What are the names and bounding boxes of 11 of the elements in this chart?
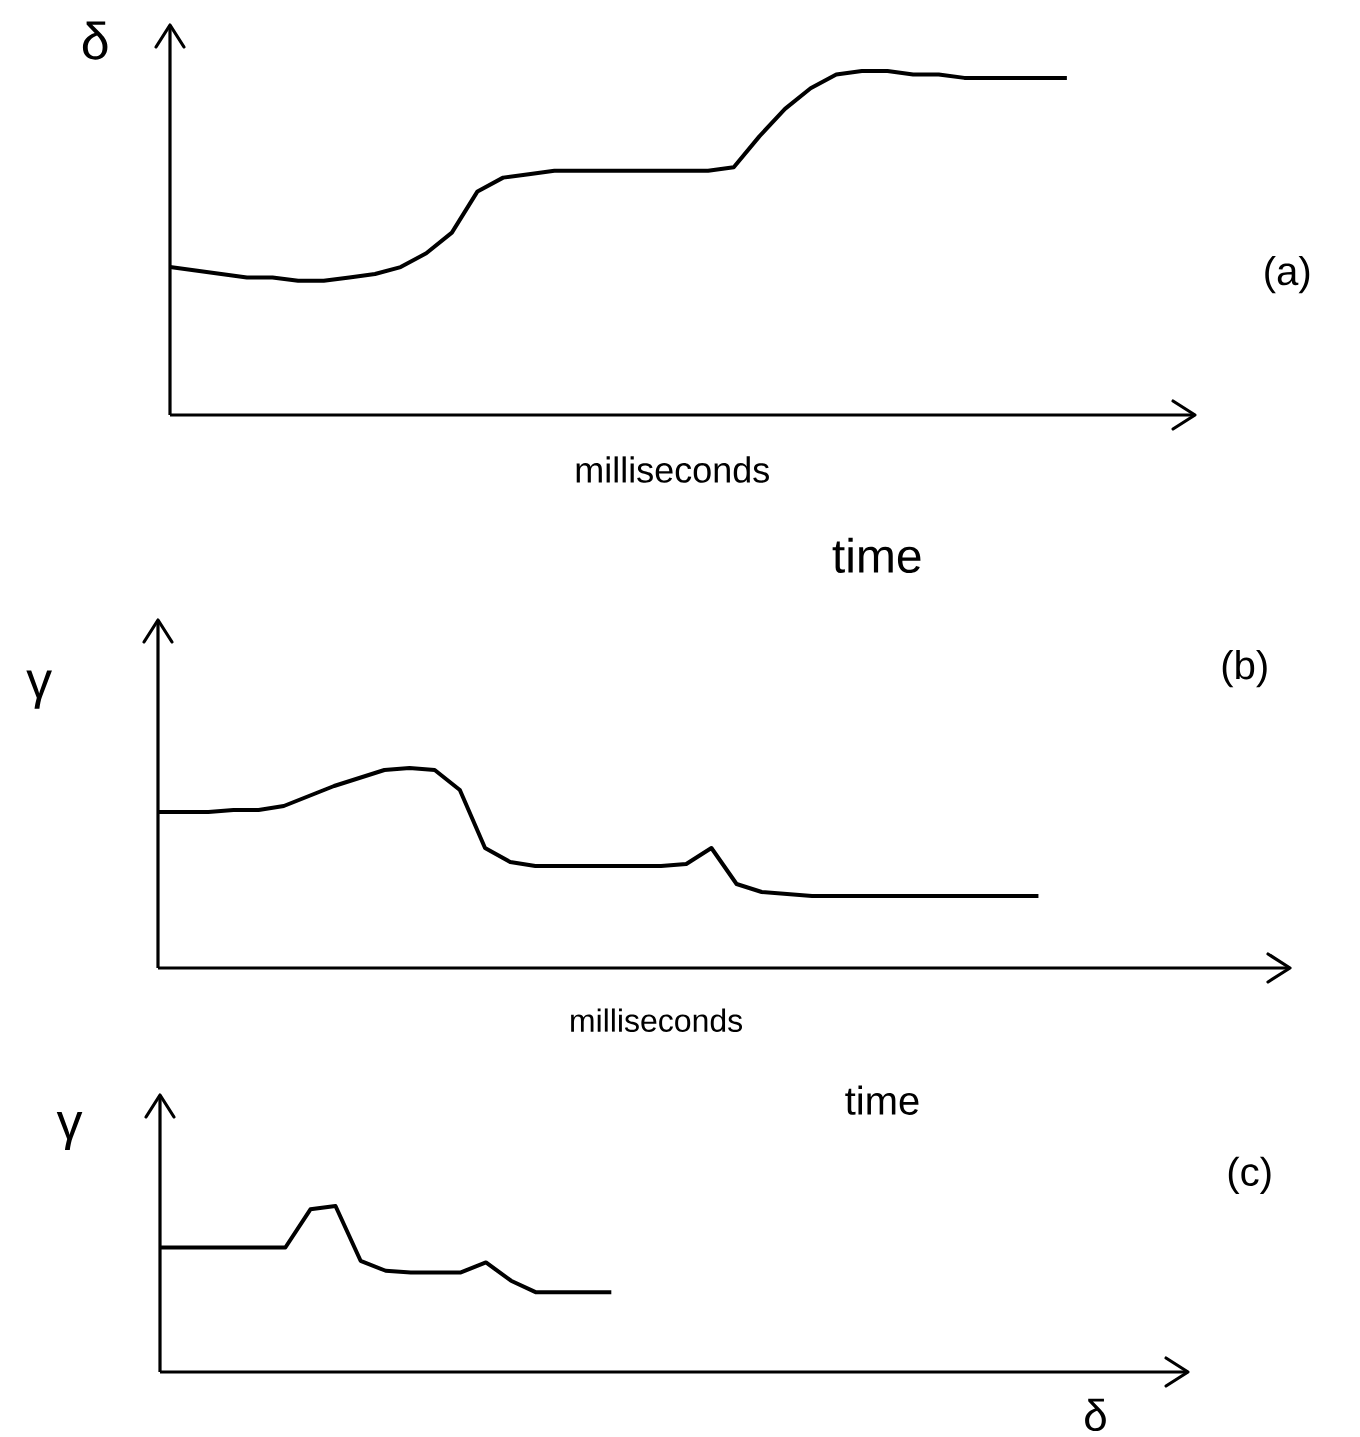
text: time <box>845 1085 919 1115</box>
text: (c) <box>1228 1156 1271 1194</box>
text: time <box>832 537 921 574</box>
x-axis-title: δ <box>1085 1398 1106 1432</box>
y-axis-title: γ <box>56 1111 83 1151</box>
text: (a) <box>1265 255 1310 294</box>
text: (b) <box>1222 650 1267 688</box>
y-axis-title: γ <box>26 670 52 709</box>
x-axis-title: milliseconds <box>576 456 769 483</box>
y-axis-title: δ <box>82 21 108 60</box>
x-axis-title: milliseconds <box>571 1008 743 1032</box>
